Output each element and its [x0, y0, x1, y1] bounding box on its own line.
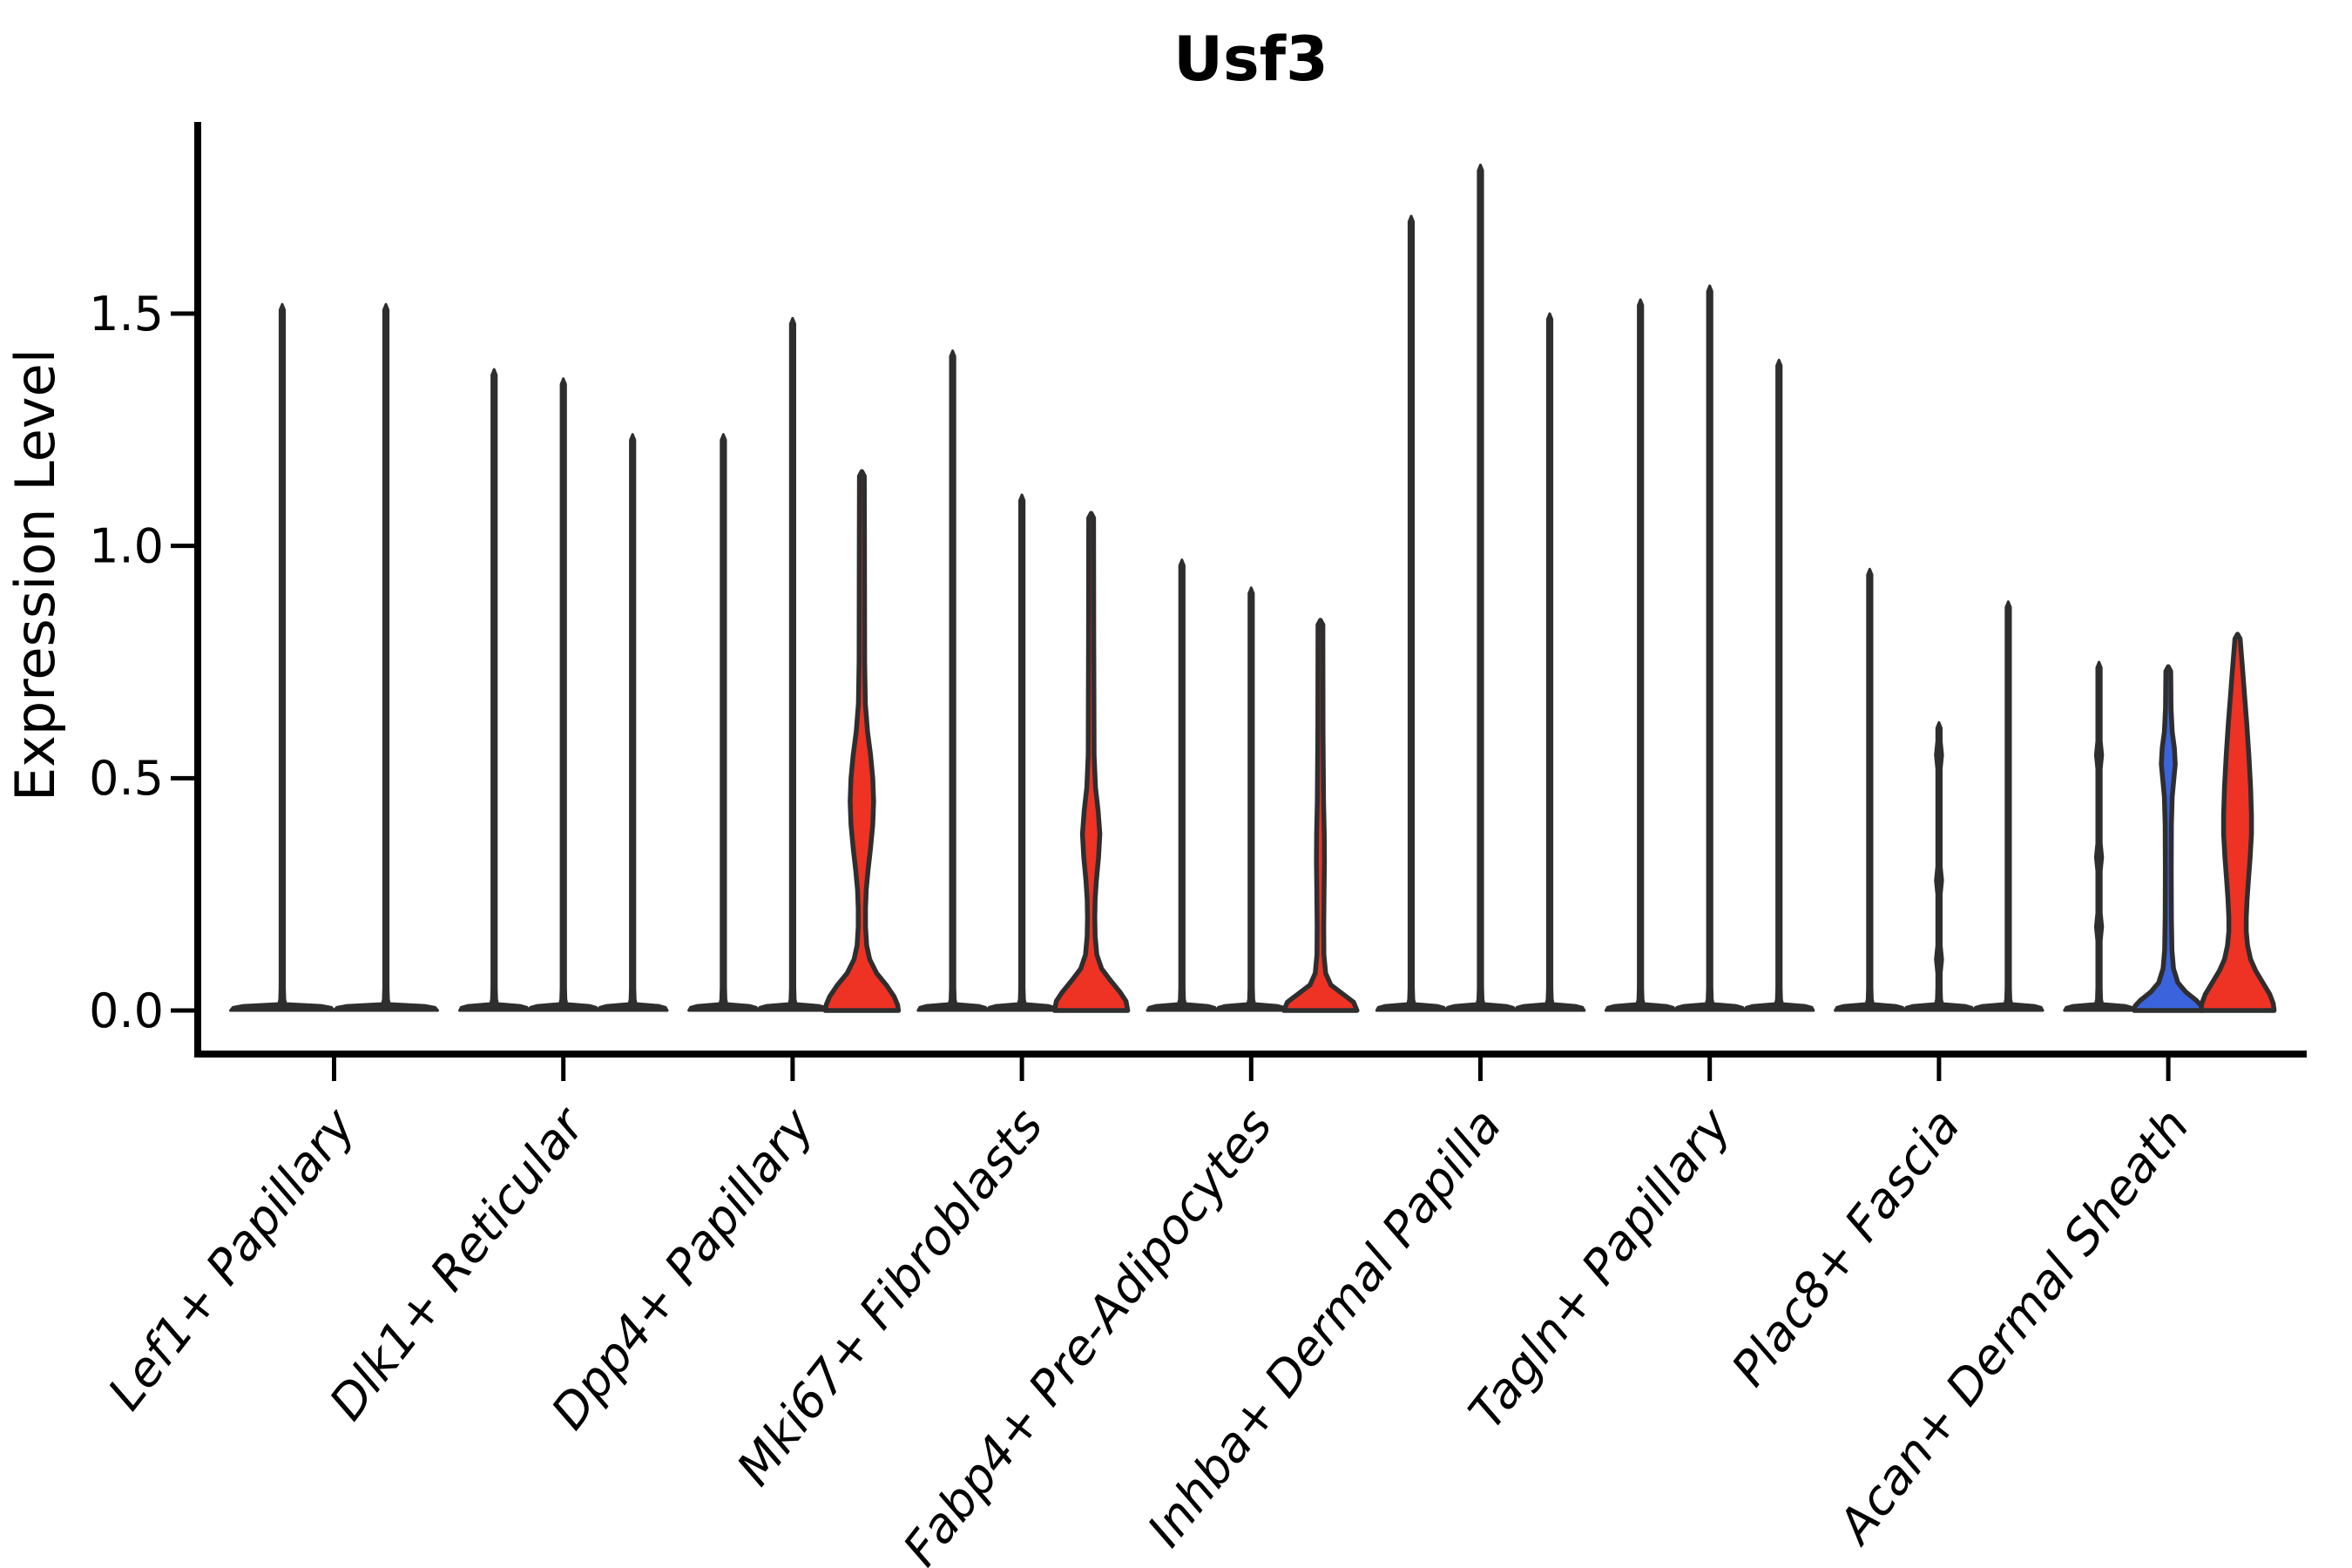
dark-violin [229, 302, 335, 1012]
y-axis-label: Expression Level [3, 348, 67, 801]
x-tick-label: Plac8+ Fascia [1720, 1098, 1970, 1396]
dark-violin [916, 349, 989, 1012]
red-violin [1051, 510, 1131, 1013]
dark-violin [597, 433, 669, 1012]
dark-violin [985, 493, 1058, 1012]
dark-violin [687, 433, 760, 1012]
x-tick-label: Dlk1+ Reticular [319, 1096, 597, 1430]
dark-violin [527, 377, 599, 1012]
red-violin [822, 469, 902, 1013]
y-tick-label: 1.5 [89, 287, 164, 341]
dark-violin [1513, 312, 1586, 1012]
chart-title: Usf3 [1173, 24, 1328, 95]
dark-violin [1375, 214, 1448, 1012]
dark-violin [2063, 660, 2135, 1012]
dark-violin [756, 316, 829, 1012]
dark-violin [1444, 163, 1517, 1012]
x-tick-label: Tagln+ Papillary [1458, 1097, 1742, 1438]
dark-violin [1604, 298, 1677, 1012]
dark-violin [1146, 558, 1218, 1012]
dark-violin [458, 368, 531, 1012]
y-tick-label: 1.0 [89, 519, 164, 574]
dark-violin [333, 302, 439, 1012]
blue-violin [2132, 664, 2205, 1013]
y-tick-label: 0.0 [89, 983, 164, 1038]
dark-violin [1742, 358, 1815, 1012]
violins [229, 163, 2277, 1013]
dark-violin [1673, 284, 1746, 1012]
dark-violin [1215, 586, 1288, 1012]
dark-violin [1972, 600, 2044, 1012]
x-tick-label: Lef1+ Papillary [97, 1097, 366, 1420]
y-tick-label: 0.5 [89, 751, 164, 806]
red-violin [2198, 632, 2277, 1013]
red-violin [1281, 618, 1360, 1013]
dark-violin [1903, 720, 1976, 1012]
dark-violin [1834, 567, 1906, 1012]
